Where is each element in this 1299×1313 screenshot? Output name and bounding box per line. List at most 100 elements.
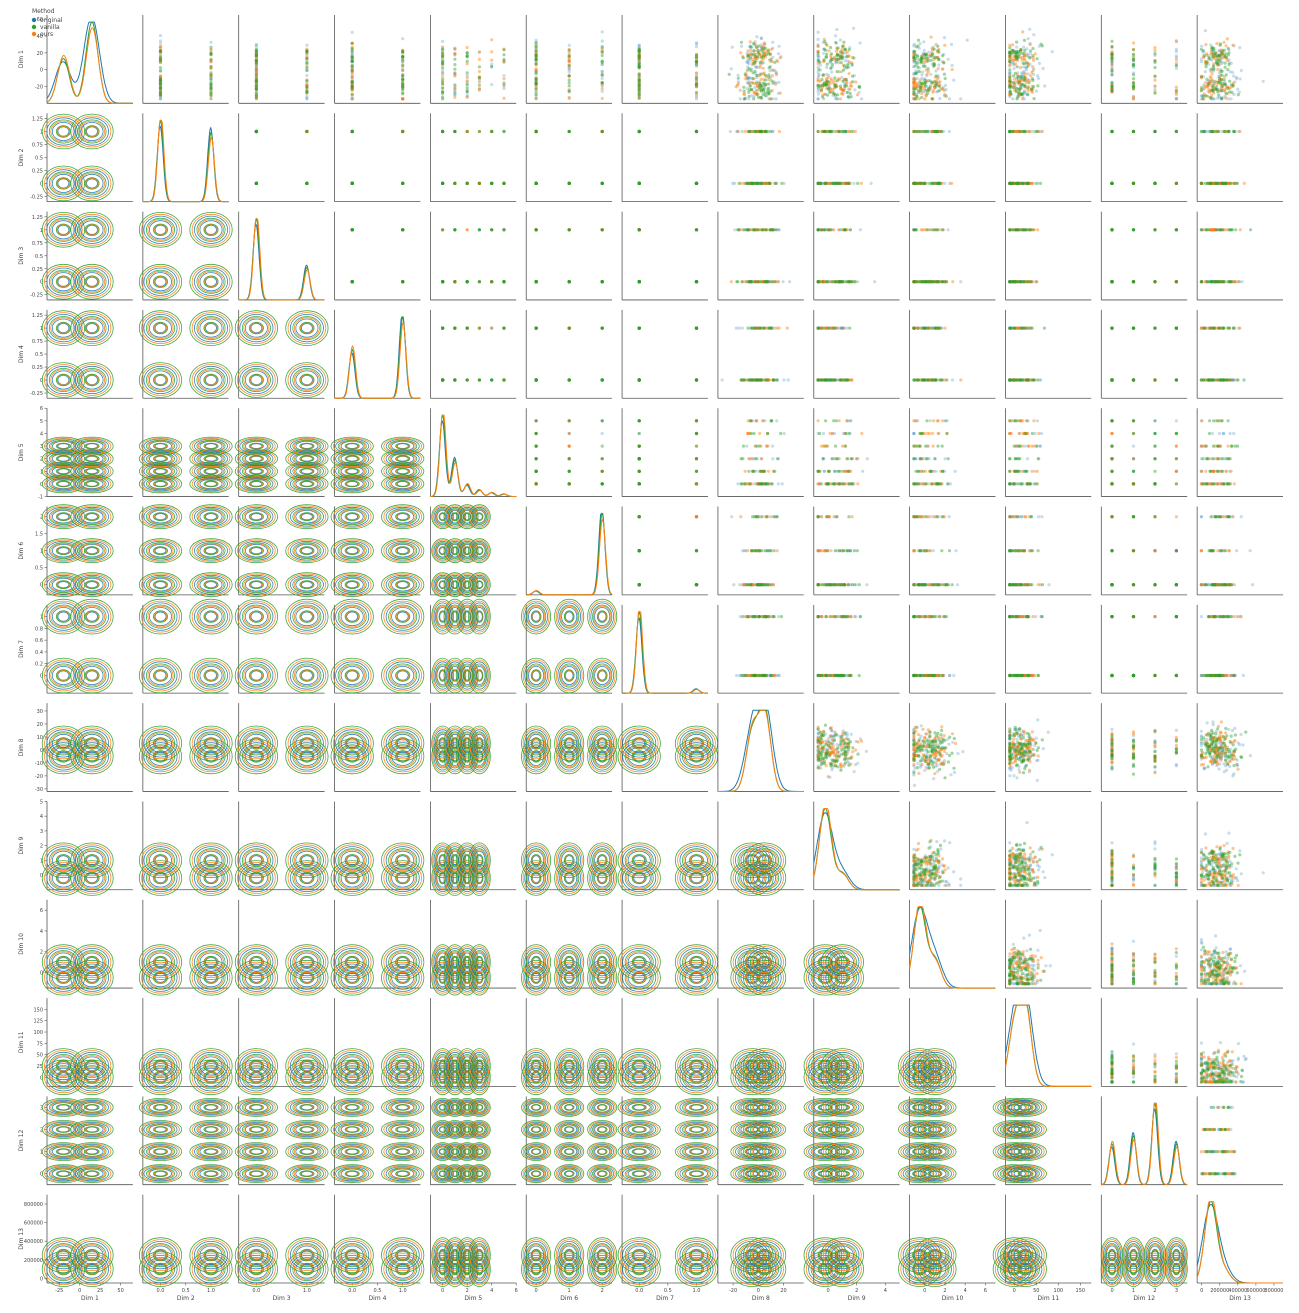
scatter-point-ours [1153, 49, 1156, 52]
scatter-point-vanilla [752, 49, 755, 52]
scatter-point-original [1051, 50, 1054, 53]
scatter-point-vanilla [838, 130, 841, 133]
scatter-point-ours [1021, 30, 1024, 33]
scatter-point-vanilla [746, 54, 749, 57]
kde-curve-ours [47, 28, 133, 104]
scatter-point-ours [848, 61, 851, 64]
scatter-point-vanilla [760, 182, 763, 185]
scatter-point-vanilla [1153, 182, 1156, 185]
scatter-point-vanilla [1018, 130, 1021, 133]
scatter-point-vanilla [844, 182, 847, 185]
scatter-point-vanilla [1153, 61, 1156, 64]
kde-contour-original [87, 179, 98, 188]
scatter-point-vanilla [401, 182, 404, 185]
scatter-point-vanilla [568, 54, 571, 57]
scatter-point-vanilla [502, 48, 505, 51]
scatter-point-ours [845, 81, 848, 84]
scatter-point-vanilla [351, 79, 354, 82]
scatter-point-vanilla [929, 59, 932, 62]
scatter-point-ours [1041, 130, 1044, 133]
scatter-point-vanilla [1212, 64, 1215, 67]
scatter-point-original [817, 73, 820, 76]
scatter-point-vanilla [1153, 66, 1156, 69]
panel-2-8 [718, 113, 804, 201]
scatter-point-vanilla [918, 70, 921, 73]
scatter-point-original [769, 69, 772, 72]
legend-label-original: original [40, 17, 63, 24]
scatter-point-original [853, 88, 856, 91]
scatter-point-vanilla [209, 71, 212, 74]
scatter-point-vanilla [1031, 77, 1034, 80]
scatter-point-vanilla [535, 93, 538, 96]
ylabel-1: Dim 1 [18, 50, 25, 68]
legend-title: Method [32, 8, 55, 15]
scatter-point-vanilla [852, 56, 855, 59]
scatter-point-original [601, 40, 604, 43]
scatter-point-ours [1175, 97, 1178, 100]
scatter-point-vanilla [1017, 81, 1020, 84]
scatter-point-vanilla [831, 182, 834, 185]
scatter-point-vanilla [1026, 182, 1029, 185]
scatter-point-ours [453, 87, 456, 90]
ytick-label: 0 [40, 68, 43, 74]
scatter-point-ours [1029, 43, 1032, 46]
scatter-point-original [1175, 54, 1178, 57]
scatter-point-vanilla [836, 79, 839, 82]
scatter-point-original [817, 31, 820, 34]
scatter-point-ours [1231, 44, 1234, 47]
scatter-point-ours [742, 182, 745, 185]
scatter-point-vanilla [823, 82, 826, 85]
scatter-point-vanilla [1175, 64, 1178, 67]
scatter-point-ours [849, 84, 852, 87]
scatter-point-original [860, 97, 863, 100]
scatter-point-vanilla [842, 41, 845, 44]
scatter-point-ours [1132, 41, 1135, 44]
scatter-point-vanilla [839, 55, 842, 58]
scatter-point-vanilla [638, 130, 641, 133]
scatter-point-vanilla [762, 51, 765, 54]
panel-1-7 [622, 15, 708, 103]
scatter-point-ours [1175, 86, 1178, 89]
ytick-label: 0.25 [32, 168, 43, 174]
scatter-point-vanilla [1023, 39, 1026, 42]
scatter-point-original [1037, 77, 1040, 80]
scatter-point-vanilla [922, 65, 925, 68]
scatter-point-ours [941, 67, 944, 70]
scatter-point-ours [912, 79, 915, 82]
scatter-point-ours [770, 48, 773, 51]
scatter-point-vanilla [1026, 87, 1029, 90]
scatter-point-original [1175, 50, 1178, 53]
scatter-point-vanilla [695, 60, 698, 63]
scatter-point-vanilla [923, 182, 926, 185]
scatter-point-vanilla [441, 52, 444, 55]
scatter-point-vanilla [938, 89, 941, 92]
scatter-point-vanilla [1110, 45, 1113, 48]
scatter-point-vanilla [695, 63, 698, 66]
scatter-point-ours [478, 81, 481, 84]
scatter-point-original [1027, 37, 1030, 40]
scatter-point-vanilla [1132, 53, 1135, 56]
scatter-point-ours [749, 40, 752, 43]
ytick-label: 20 [37, 51, 43, 57]
scatter-point-vanilla [1016, 76, 1019, 79]
scatter-point-vanilla [1014, 90, 1017, 93]
scatter-point-vanilla [568, 81, 571, 84]
scatter-point-vanilla [743, 90, 746, 93]
scatter-point-ours [840, 92, 843, 95]
kde-contour-original [87, 127, 98, 136]
scatter-point-original [159, 34, 162, 37]
panel-2-12 [1101, 113, 1187, 201]
scatter-point-vanilla [762, 93, 765, 96]
scatter-point-vanilla [1232, 84, 1235, 87]
scatter-point-vanilla [441, 77, 444, 80]
scatter-point-vanilla [305, 79, 308, 82]
kde-curve-vanilla [143, 121, 229, 202]
scatter-point-vanilla [830, 52, 833, 55]
scatter-point-vanilla [638, 92, 641, 95]
scatter-point-ours [1204, 81, 1207, 84]
scatter-point-vanilla [829, 46, 832, 49]
scatter-point-vanilla [738, 182, 741, 185]
scatter-point-vanilla [1225, 73, 1228, 76]
scatter-point-original [947, 58, 950, 61]
scatter-point-vanilla [938, 85, 941, 88]
